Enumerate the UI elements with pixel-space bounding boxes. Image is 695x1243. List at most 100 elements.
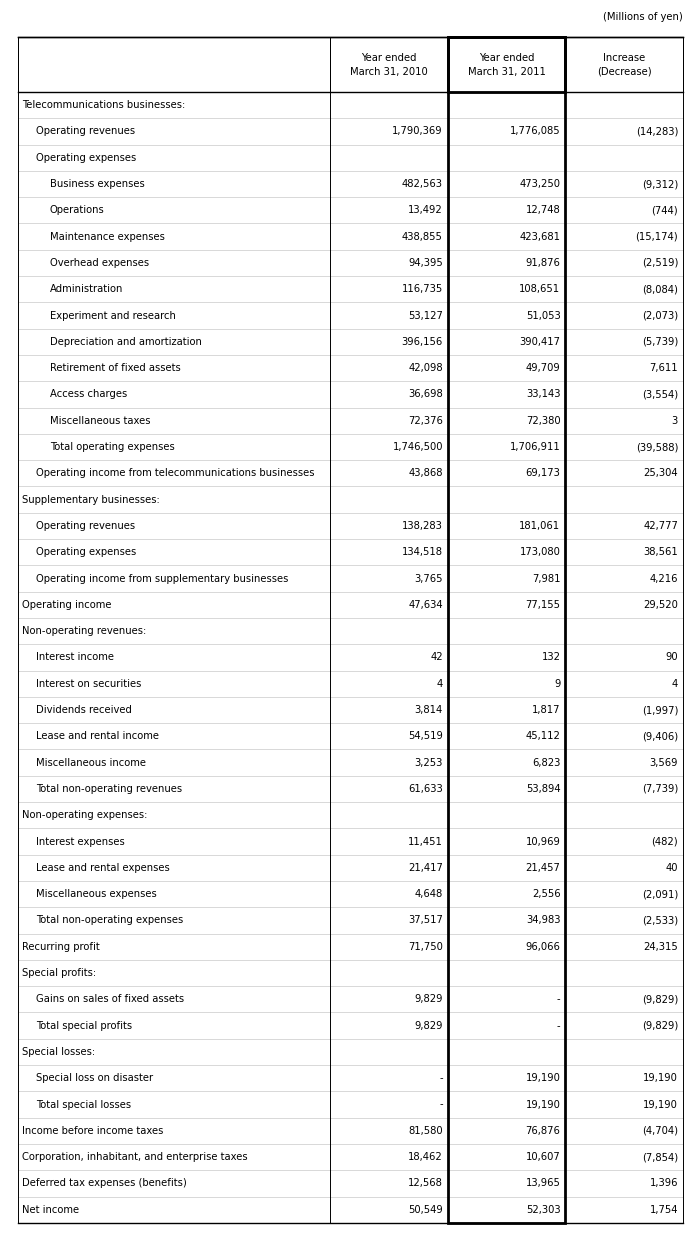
Text: 3,765: 3,765 (414, 573, 443, 583)
Text: Operating expenses: Operating expenses (36, 153, 136, 163)
Text: (1,997): (1,997) (641, 705, 678, 715)
Text: Total non-operating revenues: Total non-operating revenues (36, 784, 182, 794)
Text: Operating income from supplementary businesses: Operating income from supplementary busi… (36, 573, 288, 583)
Text: 116,735: 116,735 (402, 285, 443, 295)
Text: 49,709: 49,709 (525, 363, 560, 373)
Text: (Millions of yen): (Millions of yen) (603, 12, 683, 22)
Text: 4,216: 4,216 (650, 573, 678, 583)
Text: (15,174): (15,174) (635, 231, 678, 241)
Bar (448, 37, 566, 92)
Text: 72,376: 72,376 (408, 415, 443, 426)
Text: Interest income: Interest income (36, 653, 114, 663)
Text: Deferred tax expenses (benefits): Deferred tax expenses (benefits) (22, 1178, 187, 1188)
Text: Special losses:: Special losses: (22, 1047, 95, 1057)
Text: 1,706,911: 1,706,911 (509, 443, 560, 452)
Text: 21,417: 21,417 (408, 863, 443, 873)
Text: Depreciation and amortization: Depreciation and amortization (50, 337, 202, 347)
Text: 42,098: 42,098 (408, 363, 443, 373)
Text: 4,648: 4,648 (415, 889, 443, 899)
Text: Year ended
March 31, 2010: Year ended March 31, 2010 (350, 52, 428, 77)
Text: 1,396: 1,396 (650, 1178, 678, 1188)
Text: (2,091): (2,091) (641, 889, 678, 899)
Text: 81,580: 81,580 (408, 1126, 443, 1136)
Text: Access charges: Access charges (50, 389, 127, 399)
Text: Retirement of fixed assets: Retirement of fixed assets (50, 363, 181, 373)
Text: 12,568: 12,568 (408, 1178, 443, 1188)
Text: Miscellaneous income: Miscellaneous income (36, 758, 146, 768)
Text: (3,554): (3,554) (642, 389, 678, 399)
Text: 61,633: 61,633 (408, 784, 443, 794)
Text: -: - (439, 1100, 443, 1110)
Text: -: - (557, 1021, 560, 1030)
Text: 6,823: 6,823 (532, 758, 560, 768)
Text: 19,190: 19,190 (643, 1100, 678, 1110)
Text: Total operating expenses: Total operating expenses (50, 443, 174, 452)
Text: (2,519): (2,519) (641, 259, 678, 268)
Text: Operating revenues: Operating revenues (36, 127, 135, 137)
Text: 173,080: 173,080 (520, 547, 560, 557)
Text: 69,173: 69,173 (525, 469, 560, 479)
Text: 34,983: 34,983 (526, 915, 560, 926)
Text: 25,304: 25,304 (644, 469, 678, 479)
Text: 52,303: 52,303 (526, 1204, 560, 1214)
Text: Interest on securities: Interest on securities (36, 679, 141, 689)
Text: 47,634: 47,634 (408, 600, 443, 610)
Text: 438,855: 438,855 (402, 231, 443, 241)
Text: 9: 9 (554, 679, 560, 689)
Text: 2,556: 2,556 (532, 889, 560, 899)
Text: 42: 42 (430, 653, 443, 663)
Text: 473,250: 473,250 (519, 179, 560, 189)
Text: 132: 132 (541, 653, 560, 663)
Text: 91,876: 91,876 (525, 259, 560, 268)
Text: (9,312): (9,312) (641, 179, 678, 189)
Text: (39,588): (39,588) (636, 443, 678, 452)
Text: 1,817: 1,817 (532, 705, 560, 715)
Text: 19,190: 19,190 (643, 1073, 678, 1083)
Text: 19,190: 19,190 (525, 1100, 560, 1110)
Text: Miscellaneous taxes: Miscellaneous taxes (50, 415, 151, 426)
Text: Operating income from telecommunications businesses: Operating income from telecommunications… (36, 469, 315, 479)
Text: 53,127: 53,127 (408, 311, 443, 321)
Text: (9,829): (9,829) (641, 1021, 678, 1030)
Text: 77,155: 77,155 (525, 600, 560, 610)
Text: 19,190: 19,190 (525, 1073, 560, 1083)
Text: (2,533): (2,533) (642, 915, 678, 926)
Text: Maintenance expenses: Maintenance expenses (50, 231, 165, 241)
Text: 71,750: 71,750 (408, 942, 443, 952)
Text: -: - (439, 1073, 443, 1083)
Text: 24,315: 24,315 (644, 942, 678, 952)
Text: Gains on sales of fixed assets: Gains on sales of fixed assets (36, 994, 184, 1004)
Text: 72,380: 72,380 (526, 415, 560, 426)
Text: 9,829: 9,829 (414, 1021, 443, 1030)
Text: 29,520: 29,520 (643, 600, 678, 610)
Text: 3,253: 3,253 (414, 758, 443, 768)
Text: Non-operating revenues:: Non-operating revenues: (22, 626, 146, 636)
Text: 1,746,500: 1,746,500 (393, 443, 443, 452)
Text: 1,754: 1,754 (650, 1204, 678, 1214)
Text: (9,406): (9,406) (642, 731, 678, 741)
Text: 423,681: 423,681 (519, 231, 560, 241)
Text: 4: 4 (672, 679, 678, 689)
Text: Total non-operating expenses: Total non-operating expenses (36, 915, 183, 926)
Text: 90: 90 (665, 653, 678, 663)
Text: (9,829): (9,829) (641, 994, 678, 1004)
Text: 33,143: 33,143 (526, 389, 560, 399)
Text: Year ended
March 31, 2011: Year ended March 31, 2011 (468, 52, 546, 77)
Text: Income before income taxes: Income before income taxes (22, 1126, 163, 1136)
Text: 51,053: 51,053 (525, 311, 560, 321)
Text: (2,073): (2,073) (642, 311, 678, 321)
Text: 4: 4 (436, 679, 443, 689)
Text: 3,569: 3,569 (650, 758, 678, 768)
Text: 1,790,369: 1,790,369 (392, 127, 443, 137)
Text: 3,814: 3,814 (415, 705, 443, 715)
Text: (482): (482) (651, 837, 678, 846)
Text: Corporation, inhabitant, and enterprise taxes: Corporation, inhabitant, and enterprise … (22, 1152, 247, 1162)
Text: Total special profits: Total special profits (36, 1021, 132, 1030)
Text: 37,517: 37,517 (408, 915, 443, 926)
Text: 11,451: 11,451 (408, 837, 443, 846)
Text: (7,854): (7,854) (642, 1152, 678, 1162)
Text: Increase
(Decrease): Increase (Decrease) (597, 52, 651, 77)
Text: Operating income: Operating income (22, 600, 111, 610)
Text: Interest expenses: Interest expenses (36, 837, 124, 846)
Text: 43,868: 43,868 (409, 469, 443, 479)
